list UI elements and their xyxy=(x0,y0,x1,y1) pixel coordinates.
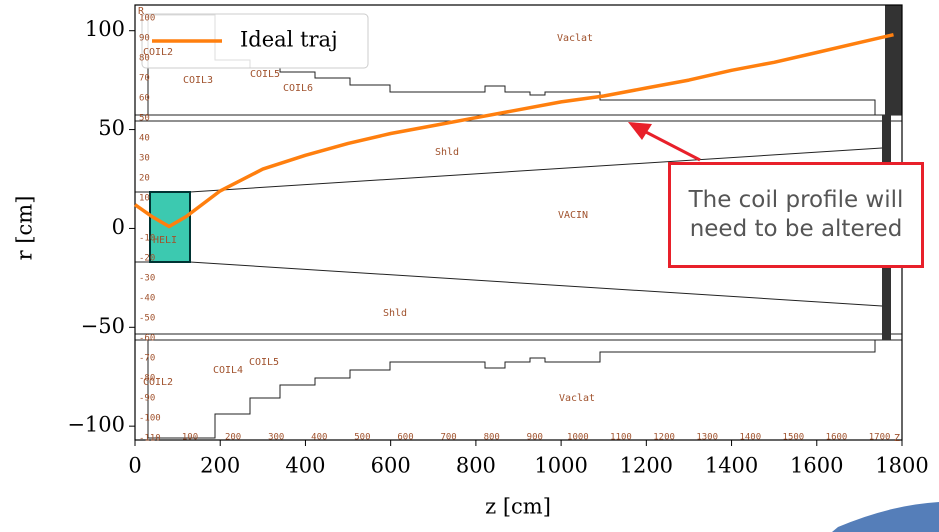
inner-r-label: -100 xyxy=(139,414,161,424)
inner-r-label: 20 xyxy=(139,174,150,184)
legend-box xyxy=(141,13,369,69)
inner-z-label: 800 xyxy=(484,433,500,443)
shield-edge xyxy=(189,147,883,193)
x-axis-label: z [cm] xyxy=(485,495,551,519)
inner-r-label: -20 xyxy=(139,254,155,264)
region-label: Z xyxy=(894,433,900,444)
region-label: Shld xyxy=(383,308,407,319)
inner-z-label: 600 xyxy=(397,433,413,443)
inner-z-label: 700 xyxy=(440,433,456,443)
inner-z-label: 1000 xyxy=(567,433,589,443)
inner-z-label: 500 xyxy=(354,433,370,443)
inner-r-label: -30 xyxy=(139,274,155,284)
region-label: COIL5 xyxy=(250,69,280,80)
inner-r-label: 30 xyxy=(139,154,150,164)
legend-label: Ideal traj xyxy=(240,28,338,52)
region-label: Shld xyxy=(435,147,459,158)
region-label: HELI xyxy=(153,235,177,246)
y-tick-label: −50 xyxy=(81,314,125,338)
decoration xyxy=(832,502,939,532)
region-label: COIL2 xyxy=(143,47,173,58)
x-tick-label: 800 xyxy=(456,454,496,478)
x-tick-label: 400 xyxy=(285,454,325,478)
inner-r-label: 70 xyxy=(139,74,150,84)
geometry xyxy=(135,14,902,439)
inner-r-label: 10 xyxy=(139,194,150,204)
inner-z-label: 1700 xyxy=(869,433,891,443)
region-label: COIL6 xyxy=(283,83,313,94)
inner-r-label: -40 xyxy=(139,294,155,304)
x-tick-label: 200 xyxy=(200,454,240,478)
y-tick-label: 100 xyxy=(85,17,125,41)
inner-r-label: 50 xyxy=(139,114,150,124)
region-label: COIL3 xyxy=(183,75,213,86)
inner-r-label: 80 xyxy=(139,54,150,64)
x-tick-label: 1800 xyxy=(875,454,928,478)
inner-z-label: 1300 xyxy=(696,433,718,443)
x-tick-label: 0 xyxy=(128,454,141,478)
inner-r-label: -110 xyxy=(139,434,161,444)
inner-z-label: 900 xyxy=(527,433,543,443)
y-tick-label: 50 xyxy=(98,116,125,140)
y-tick-label: −100 xyxy=(67,413,125,437)
inner-r-label: 100 xyxy=(139,14,155,24)
shield-edge xyxy=(189,261,883,307)
inner-z-label: 400 xyxy=(311,433,327,443)
inner-z-label: 200 xyxy=(225,433,241,443)
inner-r-label: -90 xyxy=(139,394,155,404)
region-label: COIL5 xyxy=(249,357,279,368)
dump-block xyxy=(885,5,902,115)
annotation: The coil profile will need to be altered xyxy=(668,162,924,268)
region-label: COIL2 xyxy=(143,377,173,388)
inner-z-label: 1400 xyxy=(739,433,761,443)
inner-z-label: 300 xyxy=(268,433,284,443)
inner-r-label: 60 xyxy=(139,94,150,104)
arrow-head xyxy=(628,122,652,140)
inner-r-label: -80 xyxy=(139,374,155,384)
region-label: VACIN xyxy=(558,210,588,221)
inner-r-label: -10 xyxy=(139,234,155,244)
region-label: COIL4 xyxy=(213,365,243,376)
series-line xyxy=(133,32,894,229)
legend: Ideal traj xyxy=(152,28,338,52)
inner-z-label: 1600 xyxy=(826,433,848,443)
inner-z-label: 1500 xyxy=(783,433,805,443)
region-label: Vaclat xyxy=(559,393,595,404)
inner-z-label: 1200 xyxy=(653,433,675,443)
y-tick-label: 0 xyxy=(112,215,125,239)
inner-r-label: -50 xyxy=(139,314,155,324)
arrow xyxy=(641,128,701,162)
x-tick-label: 1200 xyxy=(620,454,673,478)
inner-z-label: 1100 xyxy=(610,433,632,443)
region-label: Vaclat xyxy=(557,33,593,44)
x-tick-label: 1000 xyxy=(534,454,587,478)
x-tick-label: 1400 xyxy=(705,454,758,478)
inner-r-label: 40 xyxy=(139,134,150,144)
region-label: R xyxy=(138,6,145,17)
inner-r-label: 90 xyxy=(139,34,150,44)
lower-coils xyxy=(147,340,876,439)
x-tick-label: 600 xyxy=(371,454,411,478)
inner-z-label: 100 xyxy=(182,433,198,443)
y-axis-label: r [cm] xyxy=(13,196,37,261)
inner-r-label: -60 xyxy=(139,334,155,344)
x-tick-label: 1600 xyxy=(790,454,843,478)
inner-r-label: -70 xyxy=(139,354,155,364)
